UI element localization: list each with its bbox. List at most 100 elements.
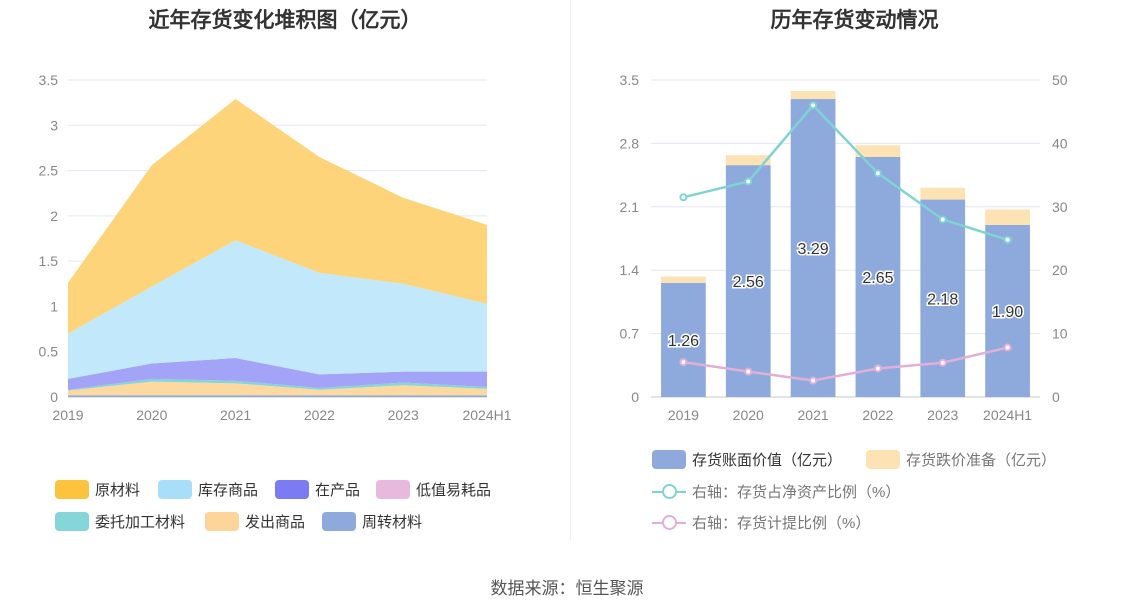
bar xyxy=(661,282,706,397)
y-tick-label: 0.5 xyxy=(39,344,59,360)
legend-item-shipped-goods[interactable]: 发出商品 xyxy=(205,511,305,532)
line-point xyxy=(938,215,947,224)
bar-value-label: 1.26 xyxy=(668,333,699,350)
bar xyxy=(985,224,1030,397)
y-left-tick-label: 3.5 xyxy=(620,72,640,88)
legend-item-processing-materials[interactable]: 委托加工材料 xyxy=(55,511,185,532)
line-series xyxy=(683,346,1008,382)
legend-label: 原材料 xyxy=(95,482,141,499)
y-right-tick-label: 10 xyxy=(1052,326,1068,342)
data-source-note: 数据来源：恒生聚源 xyxy=(490,579,644,598)
panel-divider xyxy=(570,0,571,540)
x-tick-label: 2019 xyxy=(668,407,699,423)
bar-value-label: 2.65 xyxy=(862,270,893,287)
legend-swatch-provision-ratio xyxy=(652,513,686,532)
legend-label: 存货账面价值（亿元） xyxy=(692,452,843,469)
legend-swatch-impairment xyxy=(866,450,900,469)
legend-item-turnover-materials[interactable]: 周转材料 xyxy=(322,511,422,532)
legend-label: 库存商品 xyxy=(198,482,259,499)
y-right-tick-label: 50 xyxy=(1052,72,1068,88)
line-point xyxy=(1003,343,1012,352)
y-right-tick-label: 40 xyxy=(1052,135,1068,151)
bar-value-label: 2.56 xyxy=(733,274,764,291)
legend-swatch-wip xyxy=(275,480,309,499)
y-left-tick-label: 2.1 xyxy=(620,199,640,215)
y-left-tick-label: 1.4 xyxy=(620,262,640,278)
line-point xyxy=(679,193,688,202)
y-tick-label: 0 xyxy=(50,389,58,405)
line-point xyxy=(744,367,753,376)
bar xyxy=(790,99,836,398)
x-tick-label: 2024H1 xyxy=(983,407,1032,423)
line-point xyxy=(938,358,947,367)
legend-swatch-inventory-goods xyxy=(158,480,192,499)
bar xyxy=(725,165,771,397)
x-tick-label: 2022 xyxy=(862,407,893,423)
y-tick-label: 3 xyxy=(50,117,58,133)
x-tick-label: 2019 xyxy=(52,407,83,423)
y-right-tick-label: 20 xyxy=(1052,262,1068,278)
legend-item-impairment[interactable]: 存货跌价准备（亿元） xyxy=(866,449,1056,470)
y-tick-label: 1.5 xyxy=(39,253,59,269)
bar xyxy=(985,209,1030,225)
line-point xyxy=(873,364,882,373)
x-tick-label: 2024H1 xyxy=(462,407,511,423)
legend-item-low-value[interactable]: 低值易耗品 xyxy=(376,479,491,500)
area-series xyxy=(68,381,487,396)
legend-label: 右轴：存货计提比例（%） xyxy=(692,515,871,532)
y-tick-label: 2.5 xyxy=(39,163,59,179)
line-point xyxy=(873,169,882,178)
legend-item-book-value[interactable]: 存货账面价值（亿元） xyxy=(652,449,842,470)
line-point xyxy=(679,358,688,367)
y-left-tick-label: 0.7 xyxy=(620,326,640,342)
x-tick-label: 2023 xyxy=(388,407,419,423)
legend-item-inventory-goods[interactable]: 库存商品 xyxy=(158,479,258,500)
x-tick-label: 2021 xyxy=(798,407,829,423)
legend-label: 周转材料 xyxy=(362,514,423,531)
area-series xyxy=(68,240,487,379)
area-series xyxy=(68,358,487,390)
legend-swatch-shipped-goods xyxy=(205,512,239,531)
line-point xyxy=(809,376,818,385)
x-tick-label: 2022 xyxy=(304,407,335,423)
legend-item-wip[interactable]: 在产品 xyxy=(275,479,360,500)
legend-item-raw-materials[interactable]: 原材料 xyxy=(55,479,140,500)
bar-value-label: 2.18 xyxy=(927,291,958,308)
legend-swatch-net-asset-ratio xyxy=(652,482,686,501)
x-tick-label: 2020 xyxy=(733,407,764,423)
legend-swatch-processing-materials xyxy=(55,512,89,531)
x-tick-label: 2020 xyxy=(136,407,167,423)
x-tick-label: 2023 xyxy=(927,407,958,423)
y-tick-label: 2 xyxy=(50,208,58,224)
area-series xyxy=(68,395,487,397)
bar xyxy=(725,155,771,166)
bar xyxy=(855,145,901,157)
y-right-tick-label: 30 xyxy=(1052,199,1068,215)
legend-label: 委托加工材料 xyxy=(95,514,186,531)
legend-label: 发出商品 xyxy=(245,514,306,531)
left-chart-title: 近年存货变化堆积图（亿元） xyxy=(148,9,422,32)
legend-swatch-low-value xyxy=(376,480,410,499)
legend-label: 右轴：存货占净资产比例（%） xyxy=(692,484,901,501)
right-chart-title: 历年存货变动情况 xyxy=(770,9,939,32)
bar xyxy=(661,276,706,283)
legend-item-provision-ratio[interactable]: 右轴：存货计提比例（%） xyxy=(652,512,870,533)
bar xyxy=(855,156,901,397)
area-series xyxy=(68,99,487,334)
y-tick-label: 1 xyxy=(50,298,58,314)
bar-value-label: 3.29 xyxy=(798,241,829,258)
line-point xyxy=(744,177,753,186)
legend-label: 在产品 xyxy=(315,482,361,499)
line-point xyxy=(809,101,818,110)
legend-swatch-book-value xyxy=(652,450,686,469)
bar-value-label: 1.90 xyxy=(992,304,1023,321)
line-series xyxy=(683,103,1008,241)
bar xyxy=(920,187,966,200)
y-tick-label: 3.5 xyxy=(39,72,59,88)
legend-item-net-asset-ratio[interactable]: 右轴：存货占净资产比例（%） xyxy=(652,481,900,502)
legend-label: 存货跌价准备（亿元） xyxy=(906,452,1057,469)
legend-label: 低值易耗品 xyxy=(416,482,492,499)
line-point xyxy=(1003,235,1012,244)
y-left-tick-label: 0 xyxy=(631,389,639,405)
